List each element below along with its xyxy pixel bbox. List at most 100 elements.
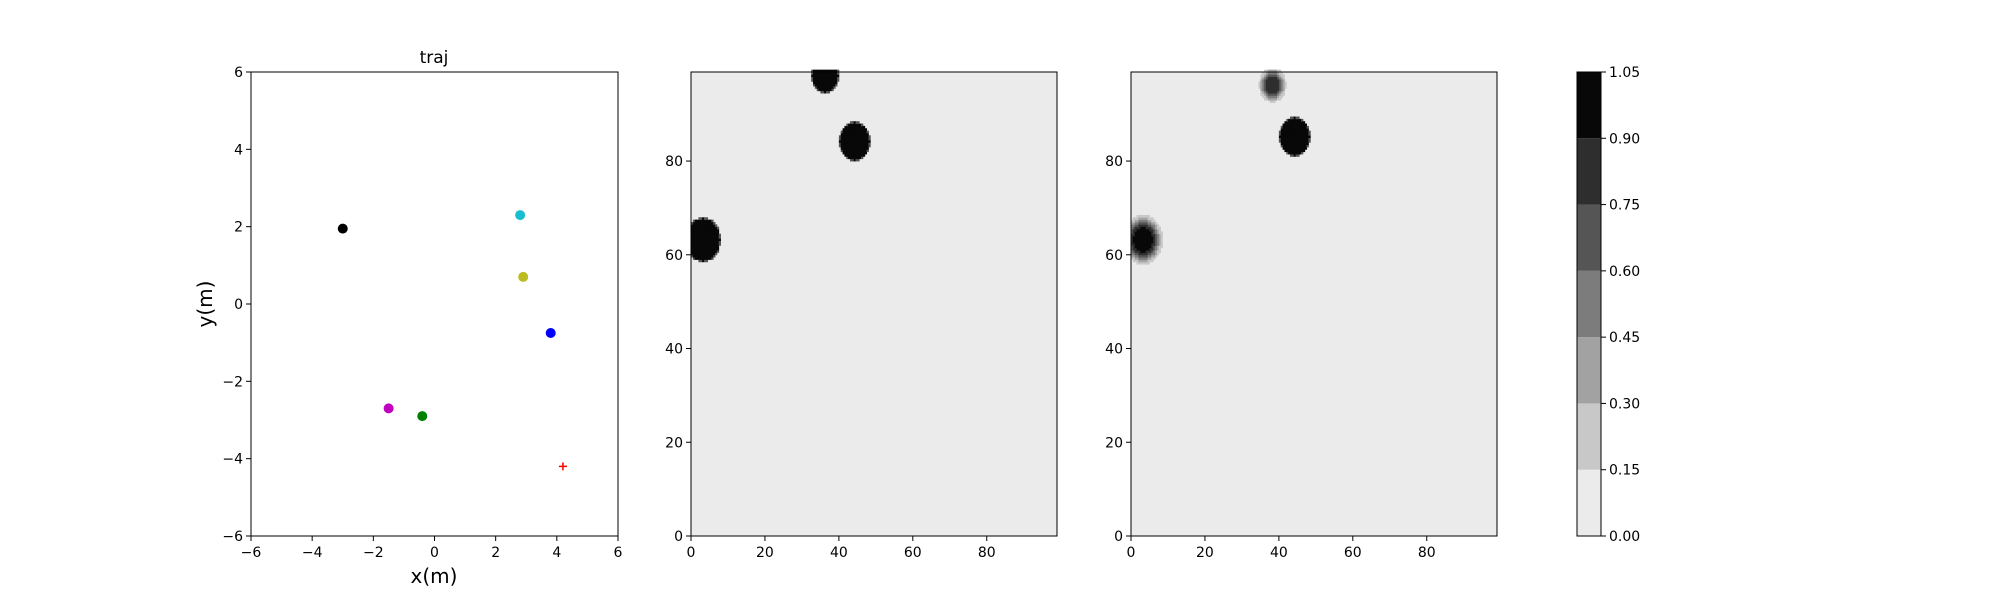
heatmap-cell [1280, 79, 1283, 82]
heatmap-cell [1145, 238, 1149, 242]
heatmap-cell [1258, 83, 1261, 87]
heatmap-cell [1145, 231, 1149, 235]
heatmap-cell [694, 219, 697, 223]
heatmap-cell [707, 231, 710, 235]
heatmap-cell [1286, 142, 1289, 146]
heatmap-cell [855, 137, 858, 141]
heatmap-cell [825, 76, 829, 80]
colorbar-tick-label: 0.75 [1609, 198, 1640, 214]
heatmap-cell [825, 83, 829, 87]
heatmap-cell [1265, 81, 1269, 85]
heatmap-cell [1143, 254, 1147, 258]
heatmap-cell [700, 221, 703, 225]
heatmap-cell [698, 231, 701, 235]
heatmap-cell [1147, 240, 1150, 244]
heatmap-cell [1304, 123, 1308, 127]
heatmap-cell [851, 132, 855, 136]
y-tick-label: 0 [234, 297, 243, 313]
heatmap-cell [1291, 137, 1295, 141]
heatmap-cell [1145, 224, 1149, 228]
heatmap-cell [1143, 224, 1147, 228]
heatmap-cell [702, 233, 705, 237]
heatmap-cell [1284, 149, 1287, 153]
traj-y-ticks: −6 −4 −2 0 2 4 6 [222, 65, 251, 545]
heatmap-cell [827, 79, 831, 82]
heatmap-cell [1151, 219, 1154, 223]
heatmap-cell [1134, 240, 1137, 244]
heatmap-cell [844, 151, 847, 155]
heatmap-cell [1136, 226, 1139, 230]
heatmap-cell [816, 86, 819, 89]
heatmap-cell [1138, 214, 1141, 218]
heatmap-cell [859, 146, 862, 150]
heatmap-cell [816, 74, 819, 78]
heatmap-cell [1308, 130, 1311, 134]
heatmap-cell [1140, 259, 1143, 263]
heatmap-cell [1282, 90, 1285, 94]
heatmap-cell [1142, 252, 1145, 256]
heatmap-cell [1284, 125, 1287, 129]
heatmap-cell [861, 130, 864, 134]
heatmap-cell [1147, 224, 1150, 228]
heatmap-cell [862, 130, 866, 134]
heatmap-cell [1278, 81, 1282, 85]
heatmap-cell [1142, 257, 1145, 260]
heatmap-cell [855, 154, 858, 157]
heatmap-cell [849, 154, 853, 157]
heatmap-cell [692, 238, 696, 242]
heatmap-cell [1293, 154, 1296, 157]
heatmap-cell [844, 125, 847, 129]
y-tick-label: −4 [222, 452, 243, 468]
heatmap-cell [1153, 245, 1156, 249]
heatmap-cell [1269, 83, 1272, 87]
heatmap-cell [1264, 74, 1267, 78]
heatmap-cell [1302, 125, 1306, 129]
heatmap-cell [702, 219, 705, 223]
heatmap-cell [1155, 243, 1158, 246]
heatmap-cell [1160, 231, 1163, 235]
heatmap-cell [1138, 236, 1141, 239]
heatmap-cell [835, 74, 838, 78]
heatmap-cell [1304, 146, 1308, 150]
heatmap-cell [851, 151, 855, 155]
heatmap-cell [1284, 144, 1287, 148]
heatmap-cell [857, 132, 860, 136]
heatmap-cell [703, 247, 707, 251]
heatmap-cell [1134, 259, 1137, 263]
heatmap-cell [1142, 236, 1145, 239]
heatmap-cell [846, 154, 849, 157]
heatmap-cell [840, 132, 843, 136]
heatmap-cell [707, 233, 710, 237]
heatmap-cell [824, 76, 827, 80]
heatmap-cell [853, 121, 856, 124]
heatmap-cell [829, 88, 832, 92]
heatmap-cell [846, 144, 849, 148]
heatmap-cell [711, 226, 714, 230]
heatmap-cell [840, 149, 843, 153]
colorbar-band [1577, 270, 1601, 338]
heatmap-cell [814, 69, 818, 73]
heatmap-cell [859, 139, 862, 143]
heatmap-cell [1149, 250, 1152, 253]
heatmap-cell [1140, 226, 1143, 230]
heatmap-cell [848, 156, 851, 160]
heatmap-cell [716, 240, 720, 244]
heatmap-cell [1273, 95, 1276, 99]
heatmap-cell [1299, 125, 1302, 129]
heatmap-cell [851, 137, 855, 141]
heatmap-cell [824, 69, 827, 73]
heatmap-cell [1134, 245, 1137, 249]
heatmap-cell [1288, 130, 1291, 134]
heatmap-cell [1267, 97, 1271, 101]
heatmap-cell [864, 139, 868, 143]
heatmap-cell [849, 146, 853, 150]
heatmap-cell [1288, 128, 1291, 131]
heatmap-cell [711, 233, 714, 237]
heatmap-cell [1277, 69, 1280, 73]
heatmap-cell [711, 250, 714, 253]
heatmap-cell [1145, 261, 1149, 265]
heatmap-cell [696, 250, 699, 253]
heatmap-cell [820, 79, 823, 82]
heatmap-cell [827, 83, 831, 87]
heatmap-cell [1262, 72, 1265, 75]
